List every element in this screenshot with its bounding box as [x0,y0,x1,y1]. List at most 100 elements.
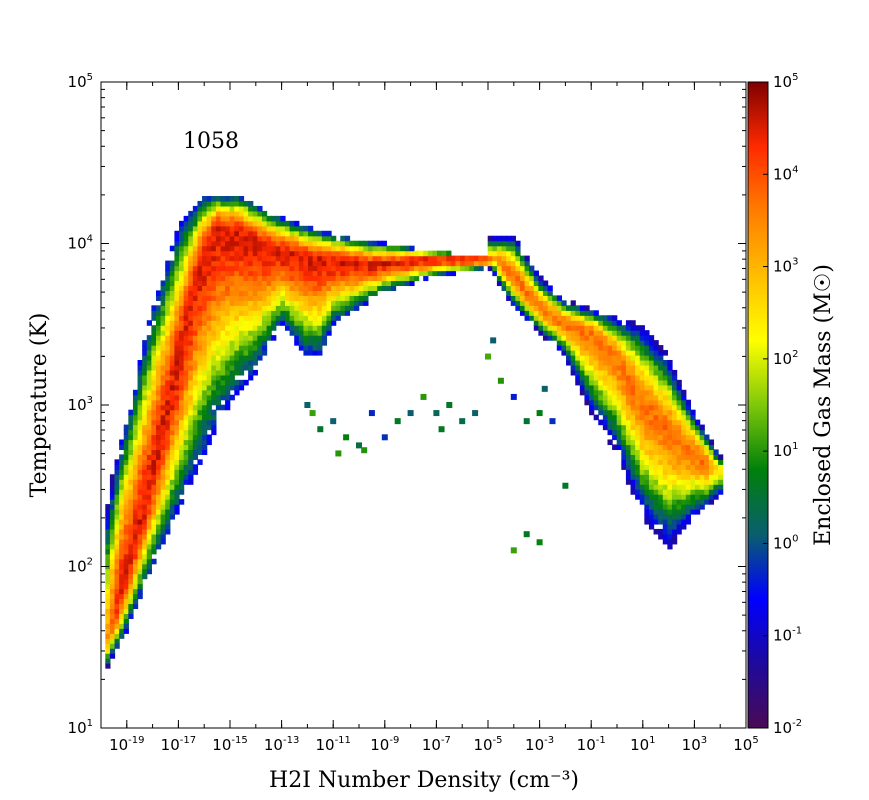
heatmap-cell [211,250,217,257]
heatmap-cell [215,220,222,227]
heatmap-cell [137,583,143,590]
heatmap-cell [699,489,705,495]
heatmap-cell [335,260,341,267]
heatmap-cell [169,359,176,366]
heatmap-cell [331,275,337,282]
heatmap-cell [363,280,369,287]
heatmap-cell [206,325,212,331]
heatmap-cell [653,409,659,416]
heatmap-cell [289,290,295,296]
heatmap-cell [271,250,277,257]
heatmap-cell [644,434,650,441]
heatmap-cell [589,364,595,371]
heatmap-cell [225,290,231,296]
heatmap-cell [155,364,162,371]
heatmap-cell [243,359,249,366]
heatmap-cell [298,340,305,346]
heatmap-cell [317,295,323,301]
heatmap-cell [547,290,553,296]
heatmap-cell [252,305,258,311]
heatmap-cell [142,345,148,351]
heatmap-cell [137,374,143,381]
heatmap-cell [202,404,208,411]
heatmap-cell [105,533,111,540]
heatmap-cell [437,260,443,267]
heatmap-cell [639,439,645,446]
heatmap-cell [294,305,300,311]
heatmap-cell [589,404,595,411]
heatmap-cell [248,285,254,292]
heatmap-cell [192,409,199,416]
heatmap-cell [487,250,493,257]
heatmap-cell [662,449,668,455]
heatmap-cell [681,484,687,490]
heatmap-cell [524,305,530,311]
heatmap-cell [648,469,655,475]
heatmap-cell [653,474,659,480]
heatmap-cell [510,300,516,306]
heatmap-cell [243,245,249,252]
heatmap-cell [128,474,134,480]
heatmap-cell [137,359,143,366]
heatmap-cell [252,300,258,306]
heatmap-cell [183,374,189,381]
heatmap-cell [169,399,176,406]
heatmap-cell [275,220,281,227]
heatmap-cell [174,300,180,306]
heatmap-cell [197,350,203,356]
heatmap-cell [271,295,277,301]
heatmap-cell [561,340,567,346]
heatmap-cell [225,345,231,351]
heatmap-cell [676,404,682,411]
heatmap-cell [487,235,493,242]
heatmap-cell [183,469,189,475]
heatmap-cell [197,364,203,371]
heatmap-cell [303,255,309,262]
heatmap-cell [119,613,125,619]
heatmap-cell [635,389,641,396]
heatmap-cell [266,295,272,301]
heatmap-cell [211,235,217,242]
heatmap-cell [317,265,323,272]
heatmap-cell [621,350,627,356]
heatmap-cell [556,330,563,336]
heatmap-cell [653,494,659,500]
heatmap-cell [662,399,668,406]
heatmap-cell [317,260,323,267]
heatmap-cell [252,205,258,212]
heatmap-cell [146,394,152,401]
heatmap-cell [529,265,535,272]
heatmap-cell [202,350,208,356]
heatmap-cell [280,320,286,326]
heatmap-cell [280,295,286,301]
heatmap-cell [671,464,678,470]
heatmap-cell [340,270,346,277]
heatmap-cell [123,533,129,540]
heatmap-cell [109,573,116,580]
heatmap-cell [206,305,212,311]
heatmap-cell [165,369,171,376]
heatmap-cell [321,260,328,267]
heatmap-cell [358,295,364,301]
heatmap-cell [289,280,295,287]
heatmap-point [497,377,504,384]
heatmap-cell [671,379,678,386]
heatmap-cell [409,280,415,287]
heatmap-cell [215,325,222,331]
heatmap-cell [671,374,678,381]
heatmap-cell [257,210,263,217]
heatmap-cell [363,260,369,267]
heatmap-cell [593,369,599,376]
heatmap-cell [206,200,212,207]
heatmap-cell [510,290,516,296]
heatmap-cell [248,305,254,311]
heatmap-cell [160,280,166,287]
heatmap-cell [510,250,516,257]
heatmap-cell [570,345,576,351]
heatmap-cell [146,399,152,406]
heatmap-cell [179,434,185,441]
heatmap-cell [612,424,618,431]
heatmap-cell [289,320,295,326]
heatmap-cell [105,603,111,610]
heatmap-cell [671,489,678,495]
